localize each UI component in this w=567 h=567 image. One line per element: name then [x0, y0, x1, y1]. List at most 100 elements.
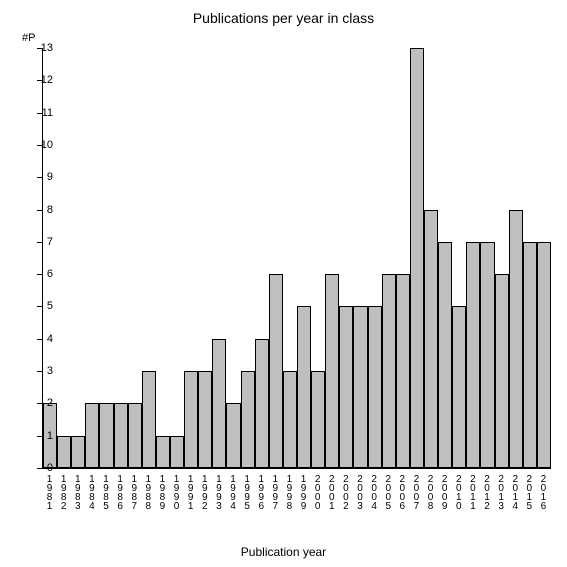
bar [114, 403, 128, 468]
x-tick-label: 1993 [213, 474, 223, 510]
x-tick-label: 1998 [284, 474, 294, 510]
y-tick-label: 6 [47, 268, 53, 280]
x-tick-label: 1994 [228, 474, 238, 510]
bar [170, 436, 184, 468]
bar [480, 242, 494, 468]
bar [382, 274, 396, 468]
y-tick-label: 0 [47, 462, 53, 474]
x-tick-label: 2007 [411, 474, 421, 510]
y-tick-label: 2 [47, 397, 53, 409]
y-tick [37, 242, 43, 243]
x-tick-label: 2011 [467, 474, 477, 510]
y-tick [37, 436, 43, 437]
x-tick-label: 1986 [115, 474, 125, 510]
x-tick-label: 2009 [439, 474, 449, 510]
y-tick [37, 339, 43, 340]
bar [128, 403, 142, 468]
x-tick-label: 1991 [185, 474, 195, 510]
x-tick-label: 1997 [270, 474, 280, 510]
x-tick-label: 1981 [44, 474, 54, 510]
bar [85, 403, 99, 468]
x-tick-label: 2004 [369, 474, 379, 510]
bar [466, 242, 480, 468]
y-tick-label: 7 [47, 236, 53, 248]
y-tick [37, 468, 43, 469]
x-tick-label: 2013 [496, 474, 506, 510]
x-tick-label: 2015 [524, 474, 534, 510]
bar [438, 242, 452, 468]
bar [99, 403, 113, 468]
bar [57, 436, 71, 468]
bar [523, 242, 537, 468]
bar [410, 48, 424, 468]
y-tick [37, 274, 43, 275]
y-tick [37, 371, 43, 372]
x-tick-label: 1988 [143, 474, 153, 510]
bar [198, 371, 212, 468]
y-tick-label: 5 [47, 300, 53, 312]
x-tick-label: 2000 [312, 474, 322, 510]
y-tick [37, 403, 43, 404]
y-tick-label: 8 [47, 204, 53, 216]
bar [325, 274, 339, 468]
bar [452, 306, 466, 468]
bar [283, 371, 297, 468]
bar [71, 436, 85, 468]
bars-group [43, 48, 551, 468]
chart-title: Publications per year in class [0, 10, 567, 26]
bar [184, 371, 198, 468]
x-tick-label: 1982 [58, 474, 68, 510]
y-tick-label: 12 [41, 74, 53, 86]
y-tick-label: 4 [47, 333, 53, 345]
y-tick-label: 9 [47, 171, 53, 183]
bar [226, 403, 240, 468]
x-tick-label: 1983 [72, 474, 82, 510]
bar [368, 306, 382, 468]
x-tick-label: 1985 [101, 474, 111, 510]
bar [509, 210, 523, 468]
y-tick-label: 1 [47, 430, 53, 442]
x-tick-label: 2010 [453, 474, 463, 510]
x-tick-label: 1990 [171, 474, 181, 510]
x-tick-label: 2014 [510, 474, 520, 510]
bar [537, 242, 551, 468]
bar [495, 274, 509, 468]
bar [241, 371, 255, 468]
y-tick [37, 210, 43, 211]
x-tick-label: 2003 [355, 474, 365, 510]
x-tick-label: 1989 [157, 474, 167, 510]
x-tick-label: 1984 [86, 474, 96, 510]
x-tick-label: 2001 [326, 474, 336, 510]
bar [142, 371, 156, 468]
bar [297, 306, 311, 468]
x-tick-label: 1995 [242, 474, 252, 510]
bar [212, 339, 226, 468]
y-tick-label: 11 [42, 107, 53, 119]
y-tick [37, 177, 43, 178]
y-tick-label: 3 [47, 365, 53, 377]
y-axis-label: #P [22, 32, 35, 44]
bar [269, 274, 283, 468]
x-tick-label: 1999 [298, 474, 308, 510]
x-tick-label: 1987 [129, 474, 139, 510]
x-tick-label: 1992 [199, 474, 209, 510]
bar [353, 306, 367, 468]
bar [424, 210, 438, 468]
x-tick-label: 2006 [397, 474, 407, 510]
x-tick-label: 2008 [425, 474, 435, 510]
y-tick-label: 10 [41, 139, 53, 151]
bar [156, 436, 170, 468]
y-tick-label: 13 [41, 42, 53, 54]
bar [311, 371, 325, 468]
x-axis-label: Publication year [0, 545, 567, 559]
x-tick-label: 2016 [538, 474, 548, 510]
x-tick-label: 2002 [340, 474, 350, 510]
plot-area [42, 48, 551, 469]
x-tick-label: 1996 [256, 474, 266, 510]
x-tick-label: 2005 [383, 474, 393, 510]
bar [255, 339, 269, 468]
bar [339, 306, 353, 468]
y-tick [37, 306, 43, 307]
x-tick-label: 2012 [482, 474, 492, 510]
bar [396, 274, 410, 468]
